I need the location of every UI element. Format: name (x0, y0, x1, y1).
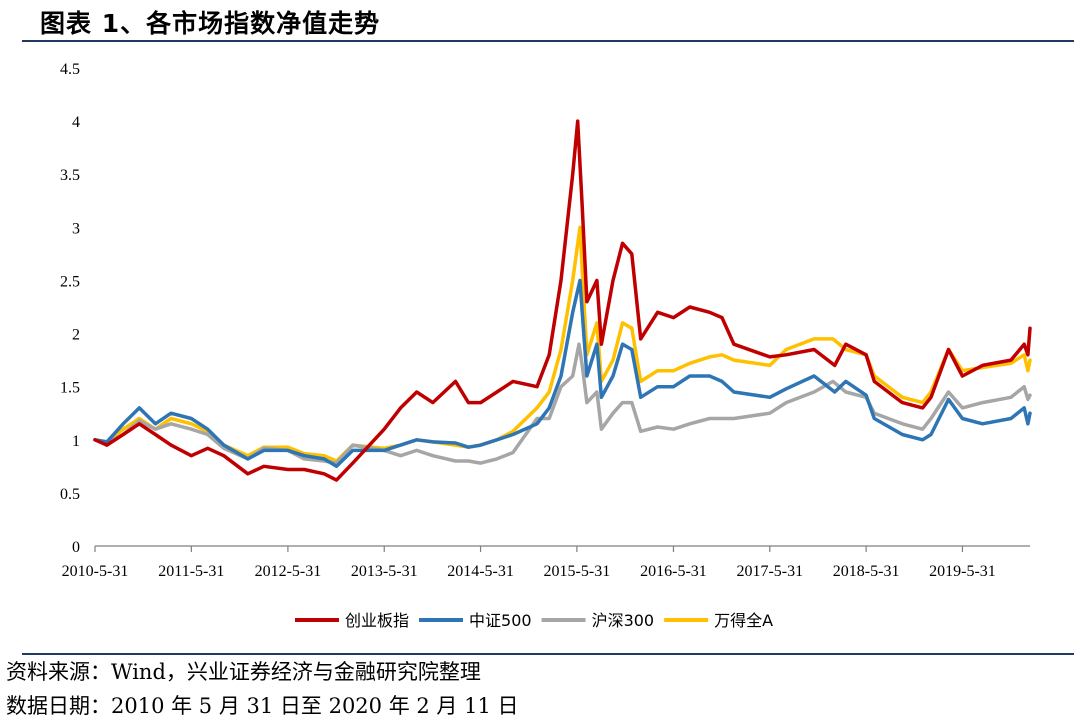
x-tick-label: 2012-5-31 (255, 563, 322, 580)
line-chart: 00.511.522.533.544.5 2010-5-31 2011-5-31 2… (60, 61, 1032, 630)
date-range-note: 数据日期：2010 年 5 月 31 日至 2020 年 2 月 11 日 (6, 694, 519, 718)
legend-label: 创业板指 (345, 611, 409, 630)
y-tick-label: 2 (72, 327, 80, 344)
chart-title: 图表 1、各市场指数净值走势 (40, 9, 381, 38)
x-tick-label: 2013-5-31 (351, 563, 418, 580)
series-line (93, 278, 1032, 469)
x-tick-label: 2019-5-31 (929, 563, 996, 580)
legend: 创业板指 中证500 沪深300 万得全A (295, 611, 773, 630)
series-line (93, 119, 1032, 482)
y-tick-label: 1.5 (60, 380, 80, 397)
x-tick-label: 2011-5-31 (158, 563, 224, 580)
y-tick-label: 0.5 (60, 486, 80, 503)
x-tick-label: 2014-5-31 (447, 563, 514, 580)
source-note: 资料来源：Wind，兴业证券经济与金融研究院整理 (6, 660, 481, 684)
legend-label: 万得全A (714, 611, 773, 630)
y-tick-label: 0 (72, 539, 80, 556)
y-axis: 0 0.5 1 1.5 2 2.5 3 3.5 4 4.5 (60, 61, 80, 556)
x-tick-label: 2018-5-31 (833, 563, 900, 580)
footer-divider (22, 653, 1074, 655)
legend-label: 中证500 (469, 611, 532, 630)
x-tick-label: 2017-5-31 (736, 563, 803, 580)
y-tick-label: 4.5 (60, 61, 80, 78)
y-tick-label: 2.5 (60, 273, 80, 290)
series-lines (93, 119, 1032, 482)
legend-label: 沪深300 (592, 611, 655, 630)
x-tick-label: 2010-5-31 (62, 563, 129, 580)
x-tick-label: 2015-5-31 (544, 563, 611, 580)
y-tick-label: 3 (72, 220, 80, 237)
x-tick-label: 2016-5-31 (640, 563, 707, 580)
title-underline (22, 40, 1074, 42)
y-tick-label: 3.5 (60, 167, 80, 184)
y-tick-label: 1 (72, 433, 80, 450)
x-axis: 2010-5-31 2011-5-31 2012-5-31 2013-5-31 2014… (62, 545, 1030, 580)
series-line (93, 342, 1032, 465)
y-tick-label: 4 (72, 114, 80, 131)
